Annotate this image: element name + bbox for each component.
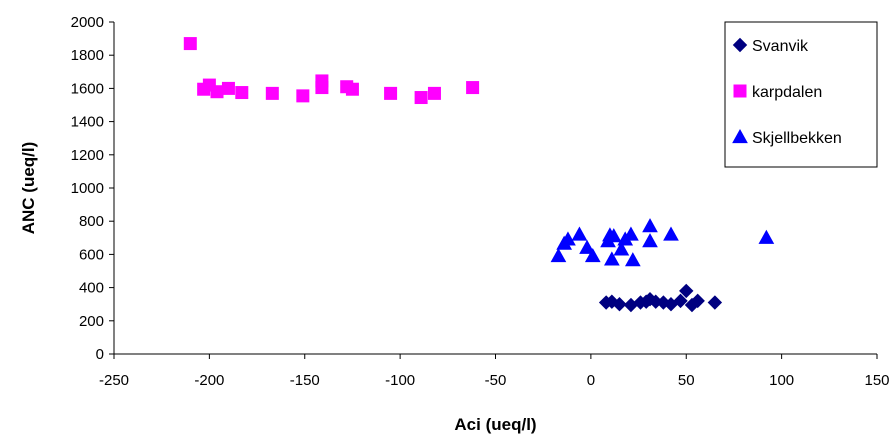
data-point-skjellbekken [758, 229, 775, 244]
data-point-karpdalen [427, 86, 441, 100]
data-point-skjellbekken [663, 226, 679, 241]
data-point-karpdalen [466, 81, 480, 95]
legend-marker-svanvik [732, 37, 748, 53]
y-axis-title: ANC (ueq/l) [19, 142, 38, 235]
data-point-skjellbekken [579, 239, 595, 254]
y-tick-label: 1600 [71, 80, 104, 97]
legend-marker-karpdalen [733, 84, 747, 98]
y-tick-label: 200 [79, 313, 104, 330]
y-tick-label: 1200 [71, 147, 104, 164]
y-tick-label: 600 [79, 246, 104, 263]
tick-labels: 0200400600800100012001400160018002000-25… [71, 14, 890, 389]
data-point-svanvik [673, 293, 688, 309]
data-point-skjellbekken [605, 228, 622, 243]
data-point-skjellbekken [584, 248, 601, 263]
y-tick-label: 1000 [71, 180, 104, 197]
data-point-svanvik [707, 295, 723, 310]
y-tick-label: 800 [79, 213, 104, 230]
y-tick-label: 400 [79, 280, 104, 297]
x-tick-label: -200 [194, 372, 224, 389]
data-point-svanvik [679, 283, 694, 299]
x-tick-label: 0 [587, 372, 595, 389]
legend-label-karpdalen: karpdalen [752, 84, 822, 101]
x-tick-label: -250 [99, 372, 129, 389]
data-points [183, 37, 775, 313]
legend-label-skjellbekken: Skjellbekken [752, 130, 842, 147]
x-axis-title: Aci (ueq/l) [454, 415, 536, 434]
y-tick-label: 1400 [71, 114, 104, 131]
y-tick-label: 0 [96, 346, 104, 363]
data-point-svanvik [690, 293, 705, 309]
data-point-karpdalen [183, 37, 197, 51]
legend-box [724, 21, 878, 168]
series-karpdalen [183, 37, 480, 105]
data-point-skjellbekken [624, 252, 641, 267]
data-point-karpdalen [235, 86, 249, 100]
series-skjellbekken [550, 218, 775, 267]
data-point-karpdalen [414, 91, 428, 105]
legend-marker-skjellbekken [732, 128, 748, 144]
legend-label-svanvik: Svanvik [752, 38, 809, 55]
series-svanvik [598, 283, 723, 313]
data-point-karpdalen [315, 81, 329, 95]
data-point-skjellbekken [642, 218, 658, 233]
data-point-skjellbekken [613, 241, 630, 256]
y-tick-label: 2000 [71, 14, 104, 31]
data-point-skjellbekken [571, 226, 588, 241]
x-tick-label: 50 [678, 372, 695, 389]
data-point-karpdalen [345, 82, 359, 96]
legend-items: Svanvik karpdalen Skjellbekken [732, 37, 842, 147]
data-point-svanvik [612, 296, 627, 312]
axes [109, 21, 878, 359]
x-tick-label: -100 [385, 372, 415, 389]
data-point-karpdalen [296, 89, 310, 103]
x-tick-label: 100 [769, 372, 794, 389]
data-point-skjellbekken [623, 226, 639, 241]
data-point-skjellbekken [560, 231, 576, 246]
data-point-skjellbekken [642, 233, 658, 248]
data-point-skjellbekken [550, 248, 567, 263]
legend: Svanvik karpdalen Skjellbekken [724, 21, 878, 168]
x-tick-label: 150 [864, 372, 889, 389]
data-point-karpdalen [210, 85, 224, 99]
data-point-skjellbekken [604, 251, 620, 266]
x-tick-label: -150 [290, 372, 320, 389]
y-tick-label: 1800 [71, 47, 104, 64]
x-tick-label: -50 [485, 372, 507, 389]
data-point-karpdalen [384, 86, 398, 100]
data-point-karpdalen [221, 81, 235, 95]
data-point-karpdalen [265, 86, 279, 100]
